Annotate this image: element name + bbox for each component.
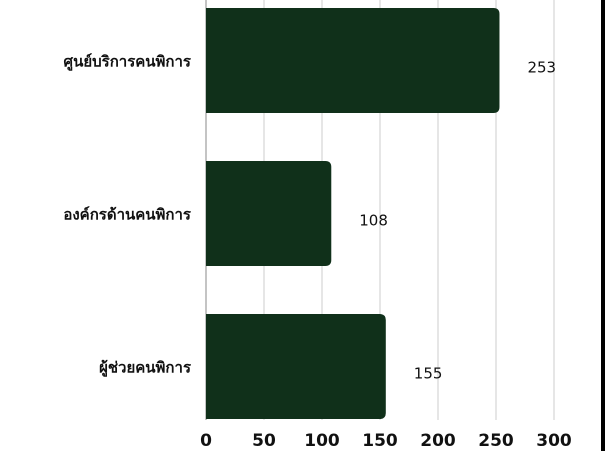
bar	[206, 314, 386, 419]
bar	[206, 161, 332, 266]
x-tick-label: 150	[362, 431, 398, 451]
x-tick-label: 50	[252, 431, 276, 451]
bar	[206, 8, 500, 113]
value-label: 155	[414, 365, 443, 383]
category-labels: ศูนย์บริการคนพิการองค์กรด้านคนพิการผู้ช่…	[63, 53, 192, 378]
x-tick-label: 0	[200, 431, 212, 451]
value-label: 108	[359, 212, 388, 230]
value-labels: 253 108 155	[359, 59, 556, 383]
x-tick-label: 250	[478, 431, 514, 451]
x-tick-label: 100	[304, 431, 340, 451]
x-tick-label: 300	[536, 431, 572, 451]
x-tick-label: 200	[420, 431, 456, 451]
bars	[206, 8, 500, 419]
category-label: ผู้ช่วยคนพิการ	[99, 359, 192, 378]
frame-edge	[601, 0, 605, 451]
category-label: ศูนย์บริการคนพิการ	[64, 53, 192, 72]
category-label: องค์กรด้านคนพิการ	[63, 206, 192, 224]
value-label: 253	[527, 59, 556, 77]
x-axis-ticks: 0 50 100 150 200 250 300	[200, 431, 572, 451]
